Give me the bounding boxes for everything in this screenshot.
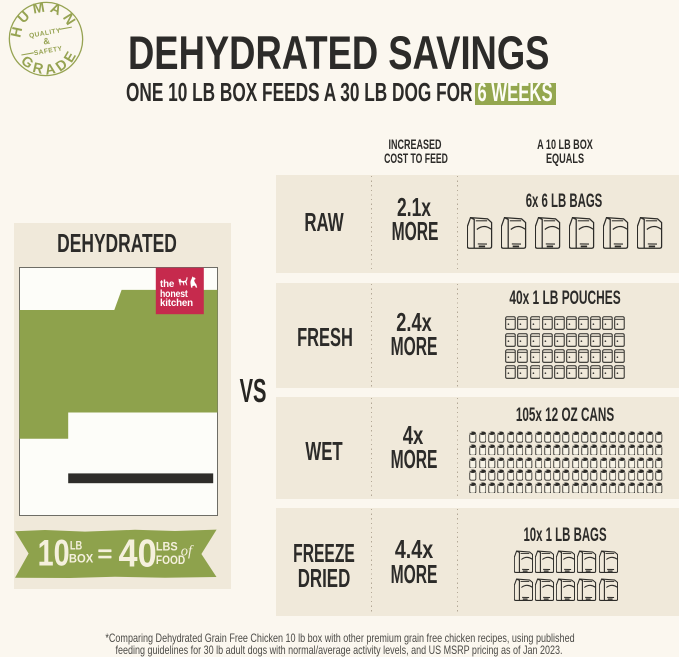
svg-text:LB: LB [70,539,83,552]
svg-text:SAFETY: SAFETY [33,45,63,57]
svg-text:10: 10 [38,533,70,574]
svg-text:&: & [42,35,51,46]
svg-text:of: of [181,544,194,560]
svg-text:BOX: BOX [69,552,93,566]
svg-text:LBS: LBS [156,540,178,554]
svg-text:40: 40 [119,531,157,575]
